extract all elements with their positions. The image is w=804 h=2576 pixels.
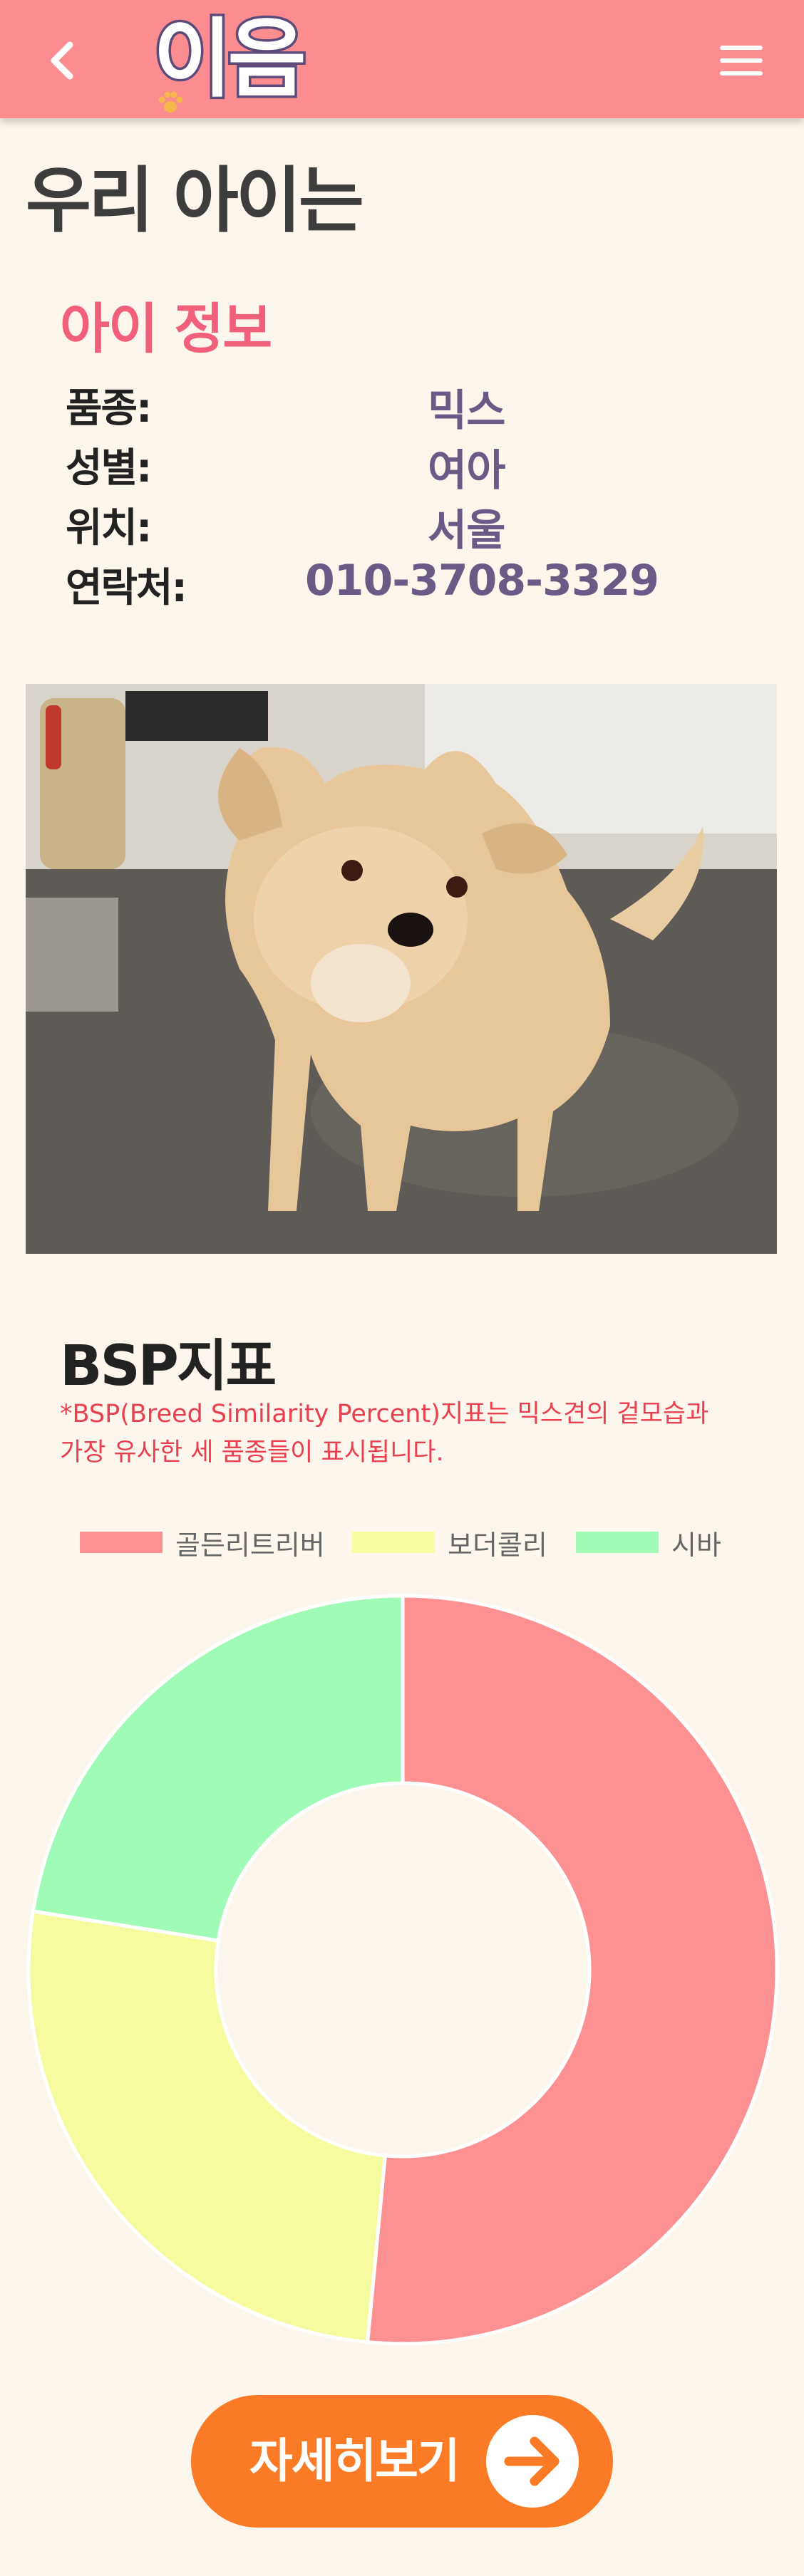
info-value: 010-3708-3329 xyxy=(305,556,659,606)
legend-label: 골든리트리버 xyxy=(175,1530,325,1561)
info-row-breed: 품종: 믹스 xyxy=(66,376,707,436)
detail-button-label: 자세히보기 xyxy=(249,2434,460,2488)
bsp-donut-chart xyxy=(26,1594,779,2346)
info-section-title: 아이 정보 xyxy=(60,297,272,360)
page-title: 우리 아이는 xyxy=(26,159,364,242)
info-label: 연락처: xyxy=(66,565,187,611)
info-value: 여아 xyxy=(428,446,505,496)
legend-swatch xyxy=(80,1532,163,1553)
slice-golden-retriever[interactable] xyxy=(365,1594,779,2346)
bsp-note-line: 가장 유사한 세 품종들이 표시됩니다. xyxy=(60,1438,444,1467)
pet-photo xyxy=(26,684,777,1254)
bsp-note-line: *BSP(Breed Similarity Percent)지표는 믹스견의 겉… xyxy=(60,1400,709,1428)
paw-icon xyxy=(158,91,183,113)
detail-button[interactable]: 자세히보기 xyxy=(191,2395,613,2528)
app-header: 이음 xyxy=(0,0,804,118)
slice-border-collie[interactable] xyxy=(26,1909,388,2344)
bsp-description: *BSP(Breed Similarity Percent)지표는 믹스견의 겉… xyxy=(60,1395,773,1472)
legend-swatch xyxy=(576,1532,659,1553)
info-value: 믹스 xyxy=(428,386,505,436)
info-label: 품종: xyxy=(66,385,152,432)
legend-label: 시바 xyxy=(671,1530,721,1561)
back-button[interactable] xyxy=(36,32,93,89)
logo-text: 이음 xyxy=(151,8,309,112)
slice-shiba[interactable] xyxy=(31,1594,405,1943)
chevron-left-icon xyxy=(51,41,73,80)
info-row-gender: 성별: 여아 xyxy=(66,436,707,496)
app-logo[interactable]: 이음 xyxy=(151,8,309,117)
info-label: 위치: xyxy=(66,505,152,551)
bsp-title: BSP지표 xyxy=(60,1334,277,1398)
info-row-location: 위치: 서울 xyxy=(66,496,707,556)
hamburger-menu-icon xyxy=(720,46,763,76)
info-label: 성별: xyxy=(66,445,152,492)
legend-label: 보더콜리 xyxy=(448,1530,547,1561)
info-value: 서울 xyxy=(428,506,505,556)
arrow-right-icon xyxy=(486,2415,579,2508)
chart-legend: 골든리트리버 보더콜리 시바 xyxy=(80,1523,764,1561)
menu-button[interactable] xyxy=(716,39,766,82)
info-row-contact: 연락처: 010-3708-3329 xyxy=(66,556,707,613)
legend-swatch xyxy=(352,1532,435,1553)
